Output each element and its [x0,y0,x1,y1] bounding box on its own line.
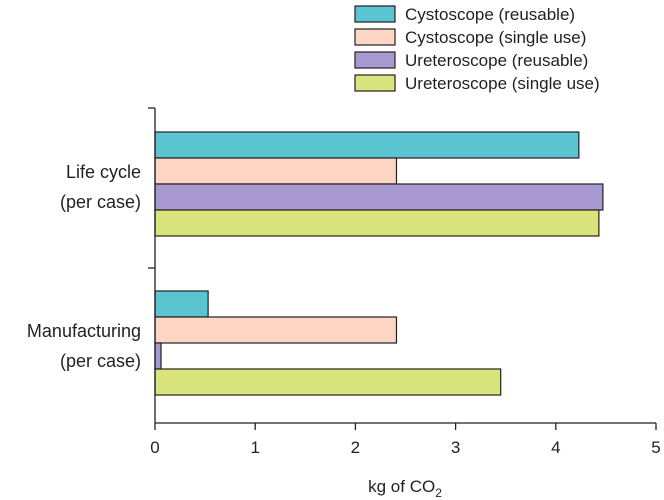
bar-lifecycle-series-1 [154,131,580,159]
y-category-label: Life cycle (per case) [60,162,141,212]
bar-manufacturing-series-3 [154,342,162,370]
bar-manufacturing-series-2 [154,316,398,344]
x-tick-label: 3 [451,438,460,457]
x-axis-label: kg of CO2 [368,477,442,500]
x-tick-label: 1 [250,438,259,457]
bar-lifecycle-series-2 [154,157,398,185]
legend-swatch [354,74,396,92]
x-tick-label: 2 [351,438,360,457]
legend-swatch [354,28,396,46]
bar-lifecycle-series-3 [154,183,604,211]
bar-group [154,131,604,396]
legend-label: Ureteroscope (reusable) [405,51,588,70]
legend-swatch [354,5,396,23]
legend-label: Cystoscope (single use) [405,28,586,47]
bar-manufacturing-series-1 [154,290,209,318]
chart-axes [148,107,656,424]
bar-lifecycle-series-4 [154,209,600,237]
x-tick-label: 5 [651,438,660,457]
legend-label: Ureteroscope (single use) [405,74,600,93]
x-axis-ticks: 0 1 2 3 4 5 [150,423,661,457]
bar-manufacturing-series-4 [154,368,502,396]
x-tick-label: 4 [551,438,560,457]
y-category-label: Manufacturing (per case) [27,321,141,371]
x-tick-label: 0 [150,438,159,457]
legend-swatch [354,51,396,69]
chart-legend: Cystoscope (reusable) Cystoscope (single … [354,5,600,93]
legend-label: Cystoscope (reusable) [405,5,575,24]
y-axis-labels: Life cycle (per case) Manufacturing (per ca… [27,162,141,371]
